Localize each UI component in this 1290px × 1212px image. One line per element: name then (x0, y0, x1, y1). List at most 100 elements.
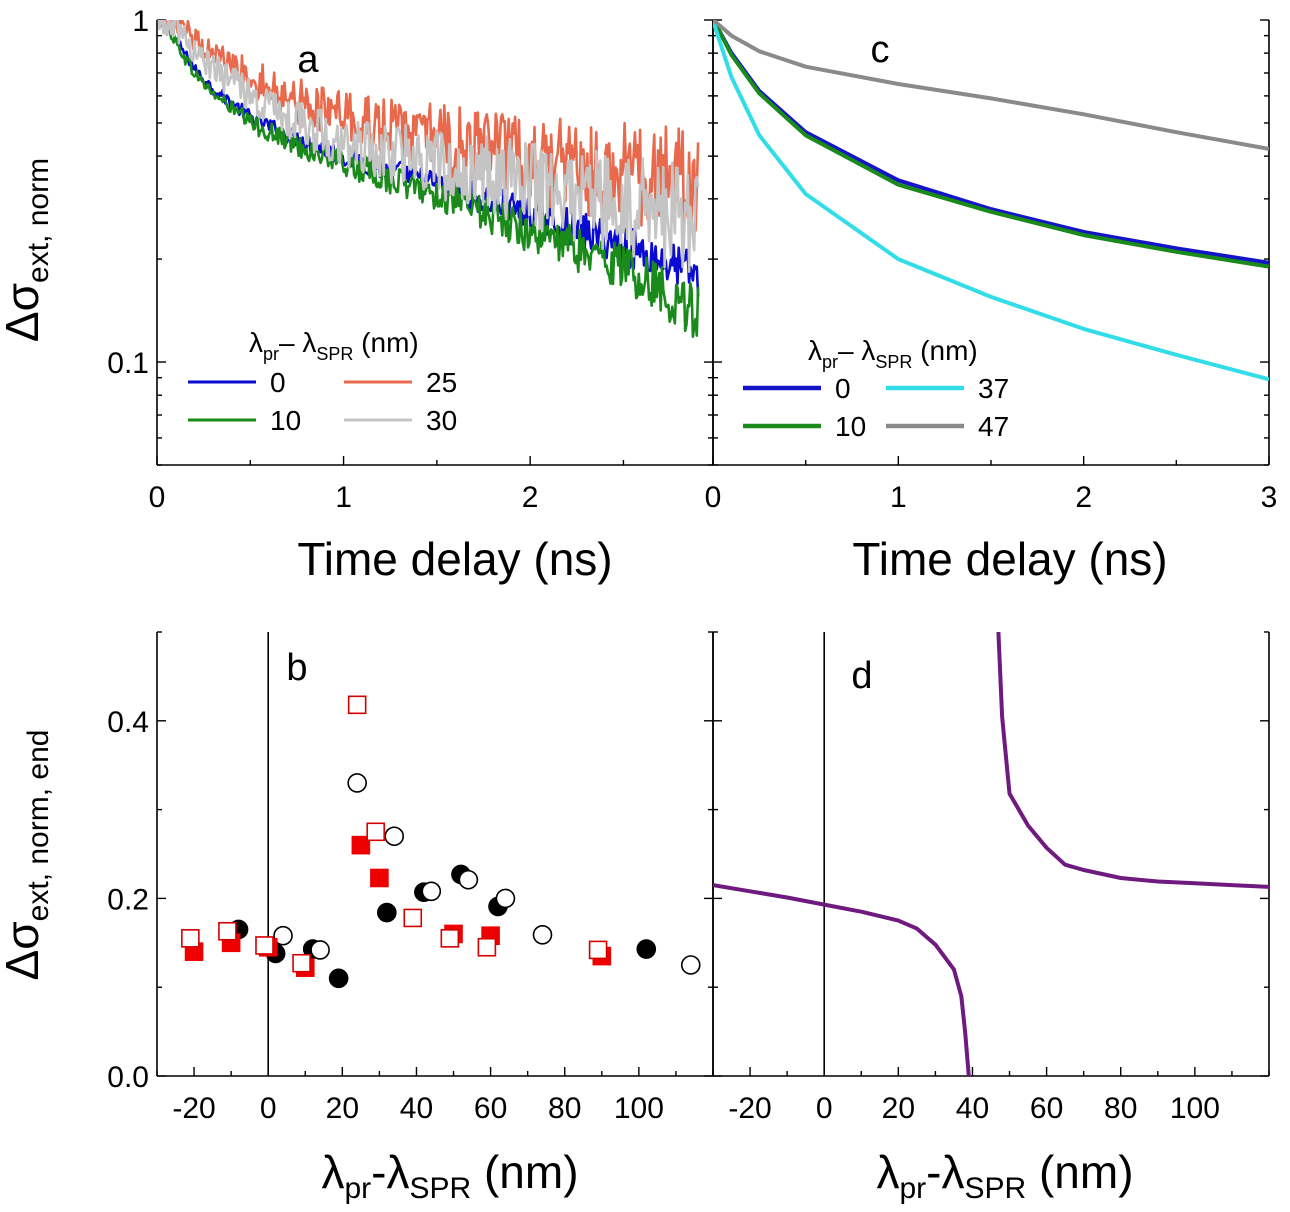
point-b-2-4 (351, 835, 371, 855)
x-tick-label-d: 60 (1030, 1092, 1063, 1125)
series-line-a-3 (157, 20, 700, 273)
xb-sub1: pr (344, 1172, 371, 1205)
point-b-1-0 (273, 925, 293, 946)
point-b-3-5 (366, 822, 385, 842)
legend-label-c-0: 0 (835, 373, 851, 404)
series-line-d-1 (996, 632, 1269, 889)
point-b-2-5 (370, 868, 389, 888)
y-tick-label-a: 1 (132, 5, 149, 38)
legend-title-part: (nm) (353, 327, 418, 358)
x-tick-label-b: 80 (548, 1092, 581, 1125)
point-b-3-6 (403, 908, 423, 928)
legend-title-a: λpr– λSPR (nm) (249, 327, 419, 364)
panel-d: -20 0 20 40 60 80 100 d (712, 631, 1270, 1125)
xd-dash: -λ (926, 1146, 964, 1198)
y-title-bottom-main: Δσ (0, 921, 48, 980)
point-b-1-8 (680, 955, 701, 975)
plot-area-a (157, 20, 700, 338)
x-tick-label-d: -20 (728, 1092, 771, 1125)
point-b-0-3 (328, 968, 349, 989)
legend-label-c-3: 47 (978, 411, 1009, 442)
point-b-3-7 (440, 929, 460, 948)
point-b-1-5 (458, 869, 479, 890)
y-title-top-main: Δσ (0, 283, 48, 342)
legend-title-part: (nm) (912, 335, 977, 366)
point-b-1-3 (384, 826, 405, 847)
x-tick-label-b: 20 (326, 1092, 359, 1125)
point-b-3-1 (218, 921, 237, 941)
point-b-0-4 (377, 902, 397, 923)
x-tick-label-a: 0 (149, 481, 166, 514)
series-line-c-3 (713, 20, 1269, 151)
legend-label-a-3: 30 (426, 405, 457, 436)
y-tick-label-b: 0.2 (107, 883, 149, 916)
y-axis-title-bottom: Δσext, norm, end (0, 730, 55, 981)
y-tick-label-b: 0.4 (107, 706, 149, 739)
y-tick-label-a: 0.1 (107, 347, 149, 380)
xb-sub2: SPR (410, 1172, 472, 1205)
x-axis-title-a: Time delay (ns) (297, 533, 612, 585)
legend-label-a-2: 25 (426, 367, 457, 398)
series-line-c-2 (713, 20, 1269, 382)
x-tick-label-d: 40 (956, 1092, 989, 1125)
xb-unit: (nm) (471, 1146, 578, 1198)
xb-dash: -λ (371, 1146, 409, 1198)
legend-label-c-2: 37 (978, 373, 1009, 404)
xb-lambda1: λ (321, 1146, 344, 1198)
point-b-3-4 (347, 695, 367, 715)
point-b-3-8 (477, 937, 497, 957)
xd-sub1: pr (899, 1172, 926, 1205)
x-tick-label-d: 100 (1170, 1092, 1220, 1125)
panel-letter-d: d (851, 655, 872, 697)
x-tick-label-b: 100 (614, 1092, 664, 1125)
plot-area-d (713, 632, 1269, 1076)
point-b-3-9 (588, 940, 608, 960)
series-line-d-0 (713, 883, 971, 1076)
point-b-1-4 (421, 881, 442, 902)
x-tick-label-b: 40 (400, 1092, 433, 1125)
x-tick-label-c: 0 (705, 481, 722, 514)
x-tick-label-b: -20 (172, 1092, 215, 1125)
xd-lambda1: λ (876, 1146, 899, 1198)
point-b-1-1 (310, 940, 330, 960)
panel-letter-a: a (297, 39, 319, 81)
legend-title-part: pr (263, 344, 279, 364)
y-title-top-sub: ext, norm (22, 158, 55, 283)
y-title-bottom-sub: ext, norm, end (22, 730, 55, 922)
point-b-3-0 (181, 929, 200, 948)
legend-label-a-1: 10 (270, 405, 301, 436)
panel-b: -20 0 20 40 60 80 100 0.0 0.2 0.4 b (107, 631, 714, 1125)
point-b-1-6 (495, 888, 516, 909)
x-axis-title-c: Time delay (ns) (852, 533, 1167, 585)
plot-area-c (713, 20, 1269, 382)
xd-unit: (nm) (1026, 1146, 1133, 1198)
legend-title-part: λ (249, 327, 263, 358)
x-tick-label-d: 80 (1104, 1092, 1137, 1125)
x-tick-label-d: 0 (816, 1092, 833, 1125)
panel-letter-c: c (871, 29, 890, 71)
x-tick-label-d: 20 (882, 1092, 915, 1125)
legend-label-c-1: 10 (835, 411, 866, 442)
x-tick-label-b: 0 (260, 1092, 277, 1125)
series-line-a-2 (158, 20, 700, 232)
y-tick-label-b: 0.0 (107, 1061, 149, 1094)
point-b-3-3 (292, 953, 311, 973)
x-axis-title-d: λpr-λSPR (nm) (876, 1146, 1133, 1205)
x-tick-label-c: 1 (890, 481, 907, 514)
x-axis-title-b: λpr-λSPR (nm) (321, 1146, 578, 1205)
xd-sub2: SPR (965, 1172, 1027, 1205)
point-b-1-2 (347, 773, 367, 793)
legend-title-part: SPR (875, 352, 912, 372)
legend-title-part: pr (822, 352, 838, 372)
x-tick-label-a: 1 (335, 481, 352, 514)
legend-title-c: λpr– λSPR (nm) (808, 335, 978, 372)
legend-label-a-0: 0 (270, 367, 286, 398)
x-tick-label-b: 60 (474, 1092, 507, 1125)
legend-title-part: SPR (316, 344, 353, 364)
series-line-c-0 (713, 20, 1269, 265)
x-tick-label-c: 2 (1075, 481, 1092, 514)
y-axis-title-top: Δσext, norm (0, 158, 55, 342)
point-b-3-2 (255, 936, 274, 955)
